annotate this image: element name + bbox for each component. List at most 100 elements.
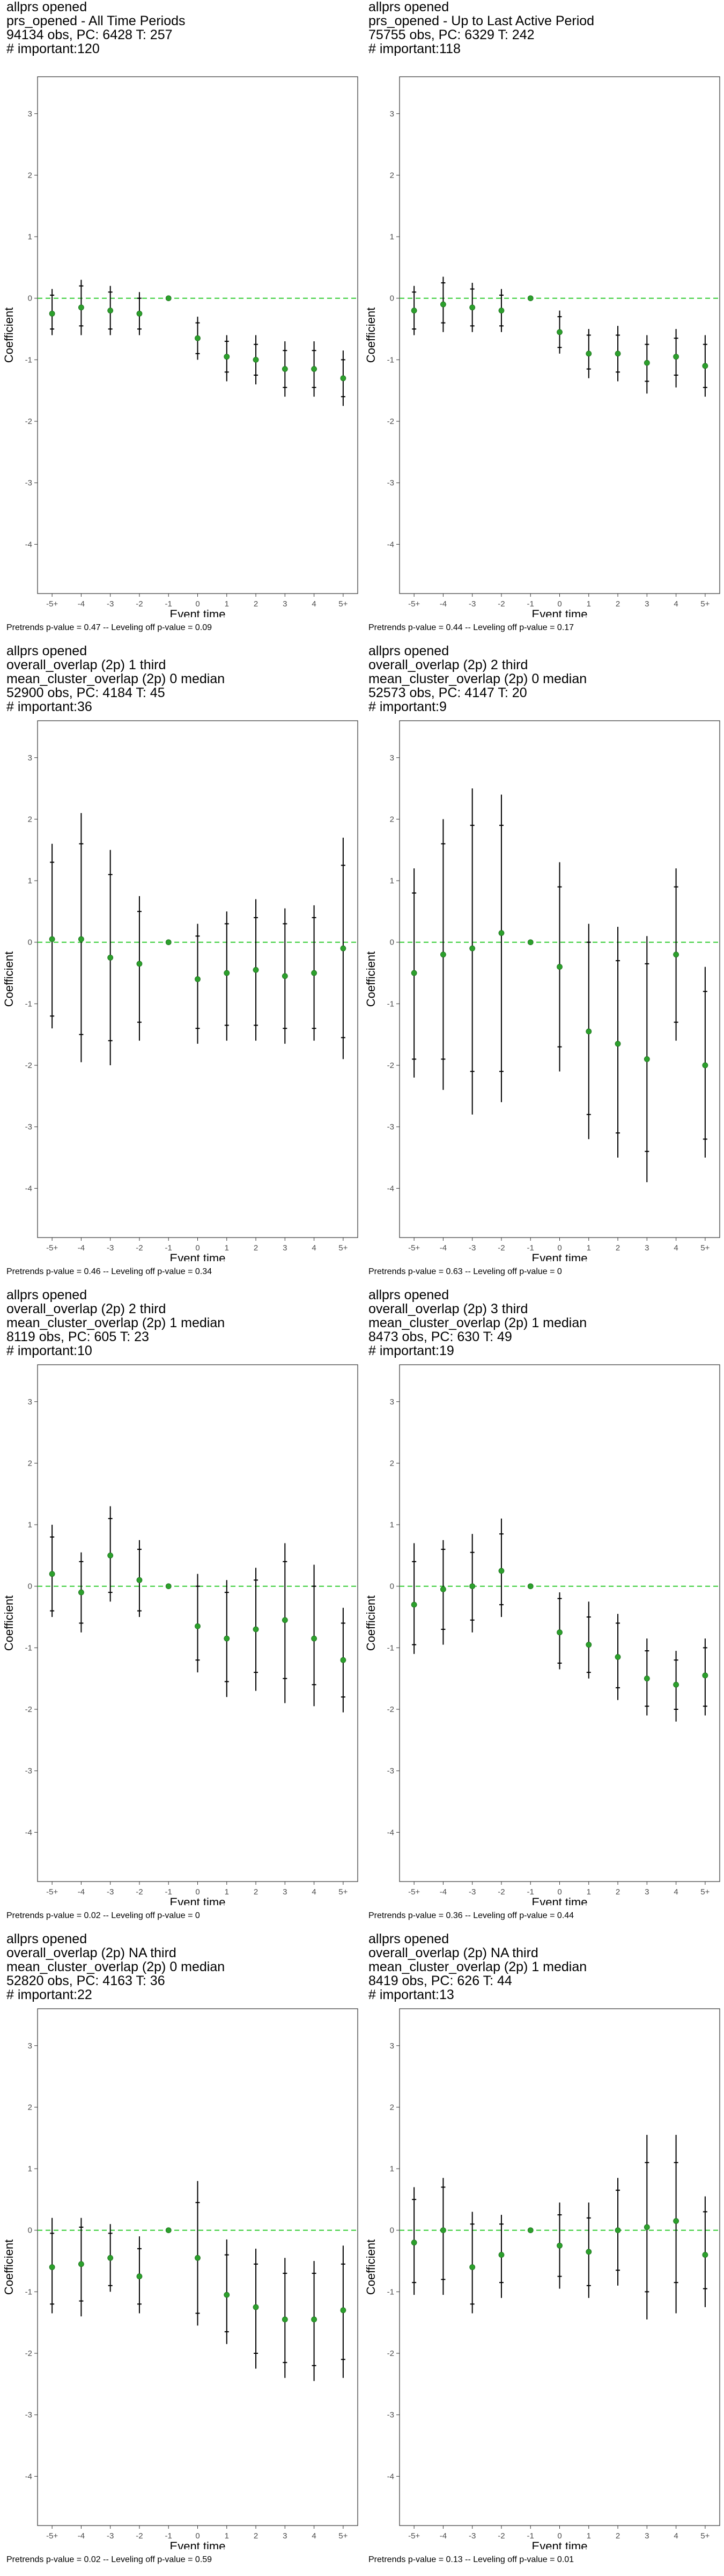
title-line: overall_overlap (2p) 2 third [6, 1301, 166, 1316]
y-tick-label: -2 [25, 417, 32, 426]
coefficient-mark [282, 2258, 288, 2378]
coefficient-point [253, 967, 259, 973]
pvalue-footnote: Pretrends p-value = 0.46 -- Leveling off… [6, 1267, 212, 1276]
pvalue-footnote: Pretrends p-value = 0.36 -- Leveling off… [368, 1911, 574, 1920]
x-tick-label: -1 [165, 2531, 172, 2541]
y-tick-label: 0 [390, 2226, 394, 2235]
coefficient-mark [107, 1506, 114, 1602]
y-tick-label: 1 [28, 232, 32, 241]
coefficient-mark [498, 2215, 505, 2298]
title-line: mean_cluster_overlap (2p) 0 median [6, 671, 225, 686]
coefficient-mark [49, 289, 55, 335]
x-tick-label: 0 [557, 1243, 562, 1253]
y-tick-label: -3 [25, 2411, 32, 2420]
y-tick-label: -1 [387, 1643, 394, 1652]
coefficient-point [165, 939, 172, 946]
pvalue-footnote: Pretrends p-value = 0.02 -- Leveling off… [6, 1911, 200, 1920]
coefficient-point [411, 1601, 417, 1608]
coefficient-mark [195, 317, 201, 360]
coefficient-point [165, 1583, 172, 1590]
coefficient-point [107, 2255, 114, 2261]
coefficient-point [195, 2255, 201, 2261]
chart-panel-3: allprs opened overall_overlap (2p) 1 thir… [0, 644, 362, 1288]
coefficient-mark [702, 967, 708, 1158]
y-tick-label: -3 [387, 479, 394, 488]
coefficient-mark [440, 276, 446, 332]
coefficient-point [195, 976, 201, 982]
x-tick-label: 4 [674, 599, 678, 609]
title-line: allprs opened [6, 0, 87, 14]
title-line: allprs opened [6, 643, 87, 658]
coefficient-point [527, 939, 534, 946]
title-line: 52900 obs, PC: 4184 T: 45 [6, 685, 165, 700]
x-tick-label: -3 [107, 1887, 114, 1897]
coefficient-mark [253, 2249, 259, 2369]
chart-panel-5: allprs opened overall_overlap (2p) 2 thir… [0, 1288, 362, 1932]
x-tick-label: 1 [225, 599, 229, 609]
pvalue-footnote: Pretrends p-value = 0.47 -- Leveling off… [6, 623, 212, 632]
coefficient-point [615, 1654, 621, 1660]
coefficient-mark [340, 1607, 346, 1713]
x-tick-label: 2 [254, 1243, 258, 1253]
coefficient-point [644, 1675, 650, 1682]
coefficient-point [311, 366, 317, 372]
coefficient-mark [311, 1564, 317, 1707]
coefficient-point [440, 1586, 446, 1592]
x-axis-label: Event time [532, 1252, 588, 1261]
x-tick-label: 0 [195, 2531, 200, 2541]
x-tick-label: 2 [616, 599, 620, 609]
y-tick-label: 0 [28, 294, 32, 303]
x-tick-label: -2 [498, 1887, 505, 1897]
pvalue-footnote: Pretrends p-value = 0.44 -- Leveling off… [368, 623, 574, 632]
x-tick-label: -2 [498, 599, 505, 609]
x-tick-label: 5+ [338, 1243, 348, 1253]
y-axis-label: Coefficient [2, 1596, 16, 1651]
coefficient-mark [78, 813, 84, 1063]
coefficient-mark [673, 868, 679, 1041]
event-study-plot: -4 -3 -2 -1 0 1 2 3 -5+ -4 -3 -2 -1 0 1 2 3 4 5+ Event time… [364, 2008, 720, 2549]
title-line: allprs opened [368, 1931, 449, 1946]
coefficient-point [78, 1589, 84, 1596]
coefficient-mark [702, 1638, 708, 1716]
x-axis-label: Event time [532, 1896, 588, 1905]
x-tick-label: -2 [136, 1243, 143, 1253]
x-tick-label: -1 [527, 2531, 534, 2541]
title-line: mean_cluster_overlap (2p) 1 median [368, 1315, 587, 1330]
x-tick-label: -4 [78, 1887, 85, 1897]
chart-panel-2: allprs opened prs_opened - Up to Last Act… [362, 0, 724, 644]
coefficient-point [136, 961, 143, 967]
x-tick-label: 2 [616, 1243, 620, 1253]
title-line: 8419 obs, PC: 626 T: 44 [368, 1973, 512, 1988]
y-tick-label: 2 [390, 171, 394, 180]
y-tick-label: 3 [28, 1397, 32, 1407]
y-tick-label: -3 [387, 1123, 394, 1132]
y-axis-label: Coefficient [2, 2240, 16, 2295]
coefficient-point [49, 2264, 55, 2270]
x-tick-label: -5+ [408, 1243, 420, 1253]
x-tick-label: -4 [440, 599, 447, 609]
coefficient-point [411, 970, 417, 976]
y-tick-label: -1 [25, 2287, 32, 2296]
x-tick-label: 3 [645, 599, 649, 609]
x-tick-label: 5+ [700, 1887, 710, 1897]
coefficient-mark [136, 292, 143, 335]
y-tick-label: -2 [25, 2349, 32, 2358]
title-line: 52820 obs, PC: 4163 T: 36 [6, 1973, 165, 1988]
y-tick-label: -1 [387, 355, 394, 364]
x-tick-label: 2 [254, 2531, 258, 2541]
y-tick-label: 0 [28, 1582, 32, 1591]
coefficient-point [673, 354, 679, 360]
x-tick-label: -4 [440, 1887, 447, 1897]
coefficient-mark [78, 1552, 84, 1633]
x-tick-label: -1 [165, 599, 172, 609]
y-axis-label: Coefficient [364, 1596, 378, 1651]
coefficient-mark [644, 2135, 650, 2319]
coefficient-point [469, 304, 476, 311]
coefficient-point [440, 952, 446, 958]
coefficient-mark [557, 1592, 563, 1670]
coefficient-point [78, 304, 84, 311]
title-line: allprs opened [6, 1931, 87, 1946]
title-line: # important:10 [6, 1343, 92, 1358]
chart-panel-6: allprs opened overall_overlap (2p) 3 thir… [362, 1288, 724, 1932]
coefficient-point [586, 1028, 592, 1035]
